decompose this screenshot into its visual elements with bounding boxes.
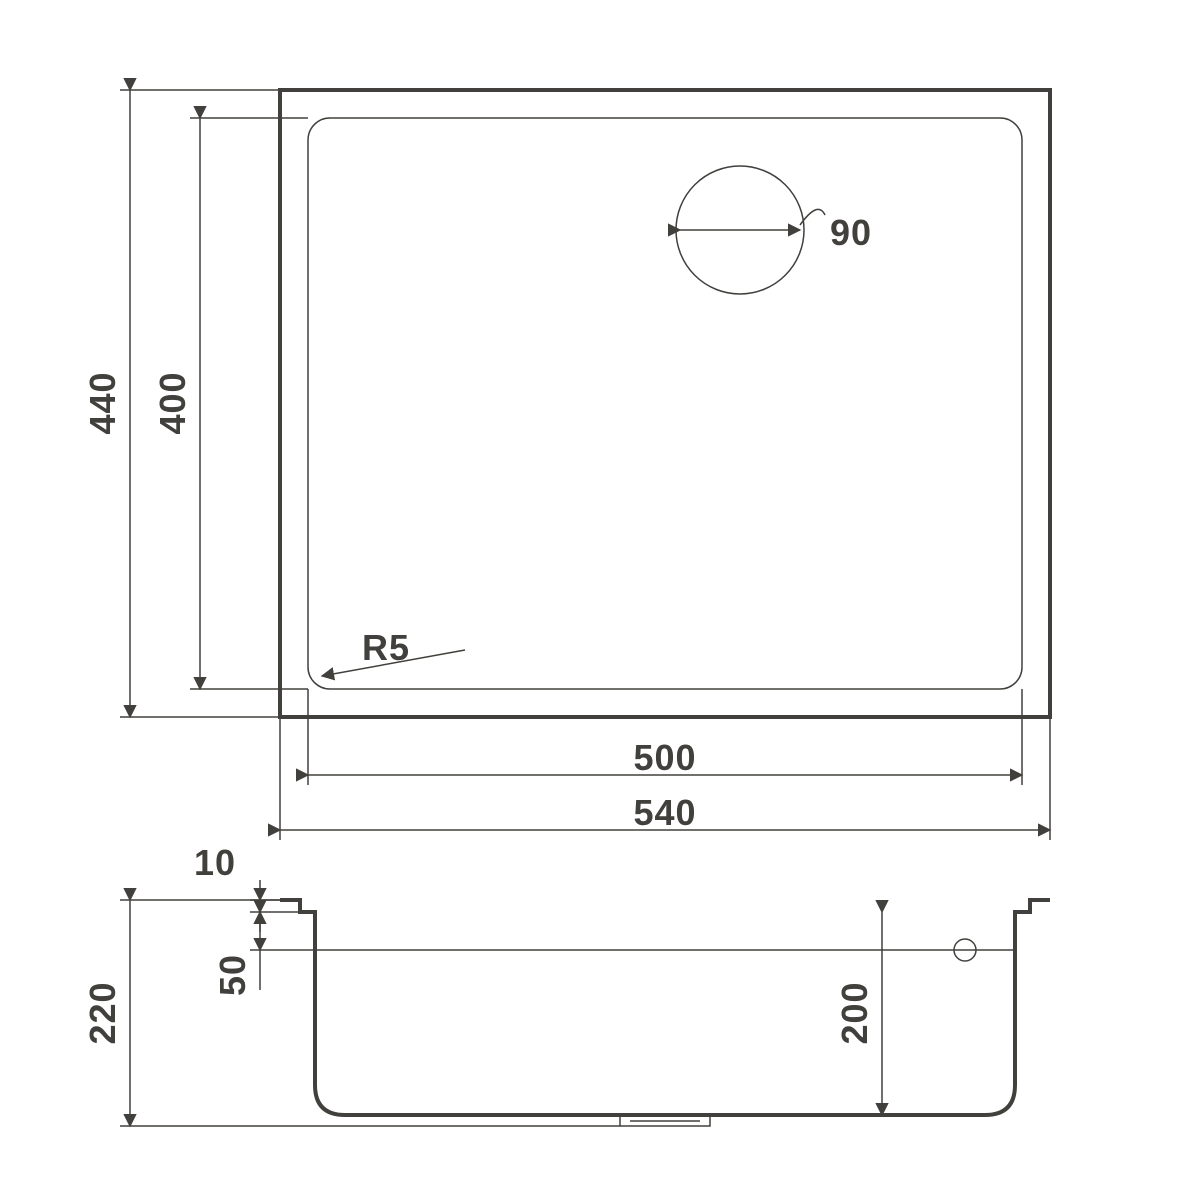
technical-drawing: 90 R5 440 400 500 xyxy=(0,0,1200,1200)
dim-height-400: 400 xyxy=(152,118,308,689)
dim-depth-220: 220 xyxy=(82,900,620,1126)
dim-bowl-200-label: 200 xyxy=(834,981,875,1044)
dim-overflow-50: 50 xyxy=(212,912,315,996)
dim-rim-10: 10 xyxy=(194,842,300,932)
top-view: 90 R5 440 400 500 xyxy=(82,90,1050,840)
dim-width-540-label: 540 xyxy=(633,792,696,833)
dim-rim-10-label: 10 xyxy=(194,842,236,883)
corner-radius-label: R5 xyxy=(362,627,410,668)
dim-width-500: 500 xyxy=(308,689,1022,785)
dim-width-500-label: 500 xyxy=(633,737,696,778)
sink-bowl-rect xyxy=(308,118,1022,689)
dim-height-440-label: 440 xyxy=(82,371,123,434)
sink-cross-section xyxy=(280,900,1050,1115)
dim-width-540: 540 xyxy=(280,717,1050,840)
side-view: 10 50 220 200 xyxy=(82,842,1050,1126)
dim-depth-220-label: 220 xyxy=(82,981,123,1044)
dim-overflow-50-label: 50 xyxy=(212,954,253,996)
sink-outer-rect xyxy=(280,90,1050,717)
dim-bowl-200: 200 xyxy=(834,912,882,1115)
drain-diameter-label: 90 xyxy=(830,212,872,253)
dim-height-400-label: 400 xyxy=(152,371,193,434)
